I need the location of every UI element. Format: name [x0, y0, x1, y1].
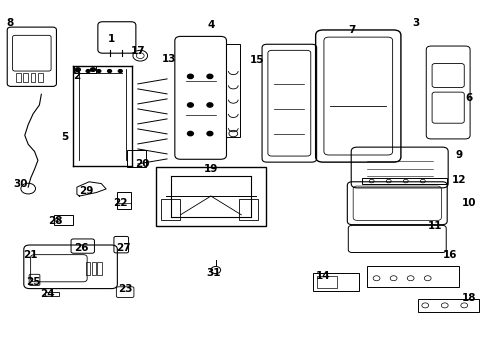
Circle shape [86, 69, 90, 72]
Text: 10: 10 [462, 198, 476, 208]
Bar [30, 73, 35, 82]
Circle shape [188, 131, 194, 136]
Bar [74, 66, 97, 73]
Text: 13: 13 [162, 54, 177, 64]
Text: 28: 28 [48, 216, 62, 226]
Text: 20: 20 [135, 159, 150, 169]
Bar [161, 199, 180, 220]
Text: 6: 6 [466, 93, 473, 103]
Bar [16, 73, 21, 82]
Text: 1: 1 [107, 34, 115, 44]
Text: 3: 3 [412, 18, 419, 28]
Text: 24: 24 [40, 289, 55, 299]
Circle shape [97, 69, 101, 72]
Text: 9: 9 [456, 150, 463, 160]
Text: 22: 22 [114, 198, 128, 208]
Circle shape [207, 103, 213, 107]
Circle shape [207, 74, 213, 78]
Bar [239, 199, 258, 220]
Circle shape [207, 131, 213, 136]
Text: 25: 25 [26, 277, 40, 287]
Text: 31: 31 [206, 268, 220, 278]
Bar [54, 215, 73, 225]
Circle shape [108, 69, 112, 72]
Bar [226, 44, 240, 137]
Circle shape [118, 69, 122, 72]
Bar [127, 150, 146, 167]
Circle shape [75, 68, 80, 71]
Bar [362, 178, 447, 184]
Text: 2: 2 [74, 71, 80, 81]
Text: 23: 23 [119, 284, 133, 294]
Bar [117, 192, 131, 209]
Circle shape [91, 68, 96, 71]
Text: 8: 8 [6, 18, 14, 28]
Bar [367, 266, 460, 287]
Text: 21: 21 [24, 250, 38, 260]
Circle shape [188, 103, 194, 107]
Text: 29: 29 [79, 186, 94, 196]
Text: 17: 17 [130, 46, 145, 56]
Bar [418, 298, 479, 312]
Bar [317, 276, 337, 288]
Text: 5: 5 [61, 132, 68, 142]
Text: 12: 12 [452, 175, 466, 185]
Text: 16: 16 [442, 250, 457, 260]
Text: 4: 4 [207, 19, 215, 30]
Bar [313, 273, 360, 291]
Text: 11: 11 [428, 221, 442, 231]
Bar [45, 292, 59, 296]
Text: 19: 19 [204, 164, 218, 174]
Text: 15: 15 [250, 55, 265, 65]
Text: 7: 7 [348, 25, 356, 35]
Bar [98, 262, 102, 275]
Circle shape [188, 74, 194, 78]
Text: 26: 26 [74, 243, 89, 253]
Bar [86, 262, 90, 275]
Bar [38, 73, 43, 82]
Text: 30: 30 [14, 179, 28, 189]
Text: 14: 14 [316, 271, 330, 282]
Text: 18: 18 [462, 293, 476, 303]
Bar [24, 73, 28, 82]
Text: 27: 27 [116, 243, 130, 253]
Bar [92, 262, 96, 275]
Bar [156, 167, 266, 226]
